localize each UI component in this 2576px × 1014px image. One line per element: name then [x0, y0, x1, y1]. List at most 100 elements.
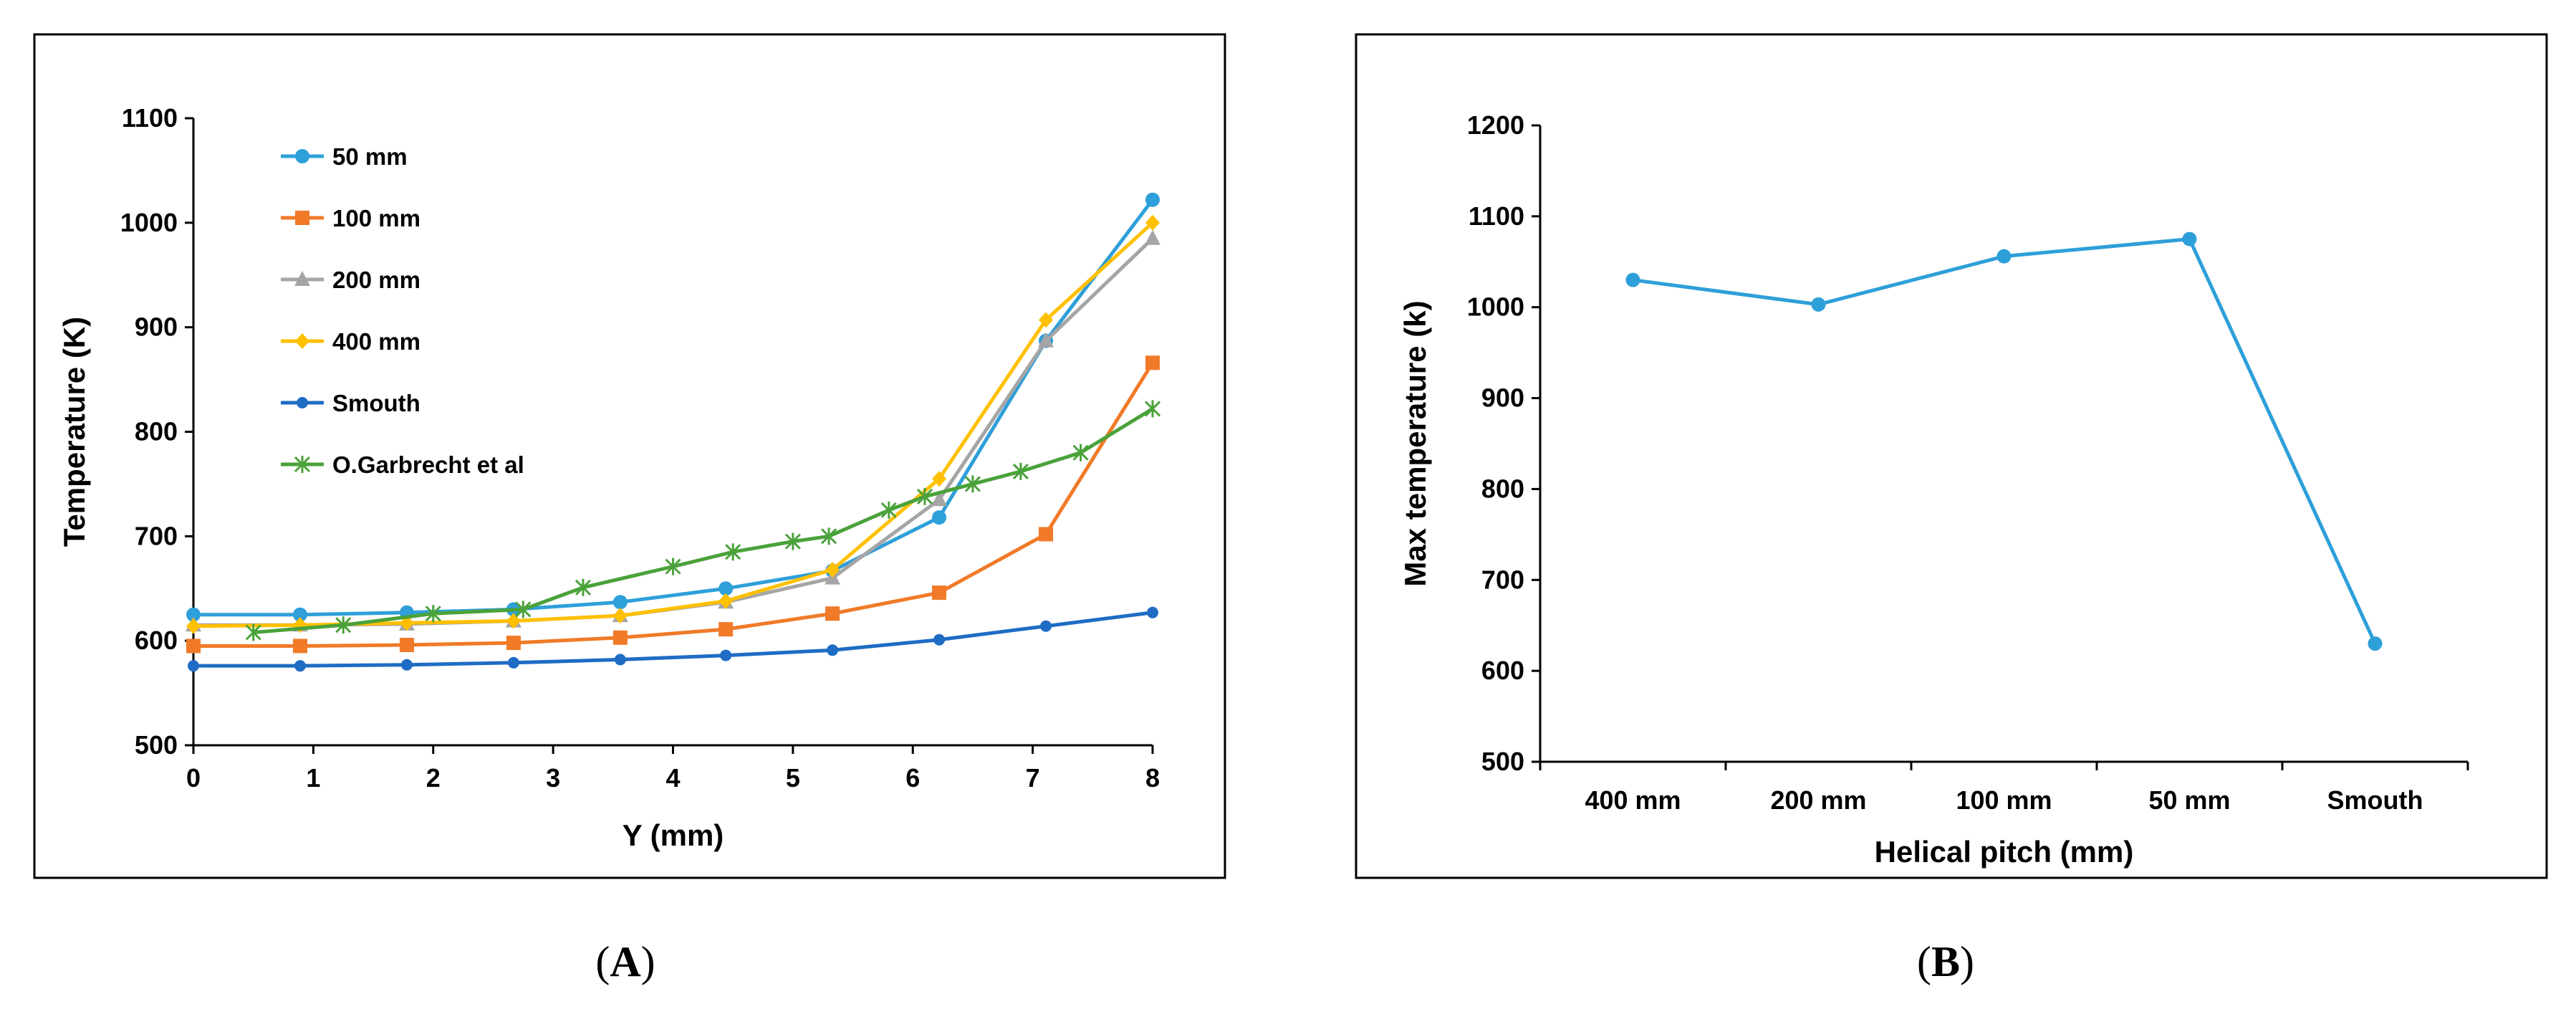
x-tick-label: 400 mm — [1585, 785, 1681, 815]
data-point — [916, 487, 933, 505]
data-point — [1145, 355, 1160, 370]
legend-swatch-marker — [294, 456, 311, 473]
series-line — [193, 611, 1153, 668]
data-point — [1040, 620, 1052, 632]
series-max-temperature — [1625, 231, 2383, 651]
data-point — [1996, 249, 2012, 264]
data-point — [1145, 214, 1160, 231]
y-tick-label: 500 — [135, 730, 178, 760]
x-axis-title: Y (mm) — [623, 818, 724, 852]
x-tick-label: 100 mm — [1956, 785, 2052, 815]
data-point — [188, 660, 199, 672]
y-tick-label: 1100 — [122, 103, 178, 133]
y-axis-title: Max temperature (k) — [1398, 300, 1432, 586]
y-tick-label: 800 — [1481, 474, 1524, 503]
y-tick-label: 900 — [135, 312, 178, 342]
data-point — [294, 660, 306, 672]
legend-label: 400 mm — [332, 328, 420, 355]
x-tick-label: 200 mm — [1770, 785, 1866, 815]
data-point — [821, 527, 837, 545]
data-point — [665, 558, 681, 575]
legend-item-o-garbrecht-et-al: O.Garbrecht et al — [281, 451, 524, 478]
data-point — [335, 616, 352, 634]
caption-a: (A) — [595, 938, 655, 985]
series-line — [193, 199, 1154, 617]
data-point — [1811, 297, 1826, 312]
legend-item-400-mm: 400 mm — [281, 328, 420, 355]
chart-b: 500 600 700 800 900 1000 1100 1200 400 mm 200 mm 1… — [1398, 110, 2469, 869]
data-point — [1039, 527, 1054, 542]
legend-swatch-marker — [295, 149, 309, 163]
y-axis-title: Temperature (K) — [57, 317, 91, 547]
legend-item-100-mm: 100 mm — [281, 205, 420, 231]
legend-swatch-marker — [295, 211, 309, 225]
x-tick-label: 8 — [1145, 763, 1160, 793]
data-point — [2368, 636, 2383, 651]
data-point — [933, 633, 946, 646]
x-tick-label: 0 — [186, 763, 201, 793]
data-point — [1012, 462, 1029, 480]
data-point — [1145, 229, 1160, 245]
legend: 50 mm 100 mm 200 mm 400 mm Smouth O.Garbrecht… — [281, 143, 524, 478]
panel-b-frame — [1355, 33, 2548, 879]
series-smouth — [188, 606, 1158, 672]
legend-item-200-mm: 200 mm — [281, 267, 420, 293]
data-point — [931, 491, 948, 507]
series-o-garbrecht-et-al — [245, 400, 1161, 641]
x-tick-label: 7 — [1026, 763, 1040, 793]
data-point — [399, 638, 414, 652]
legend-swatch-marker — [294, 271, 310, 286]
data-point — [400, 659, 413, 671]
x-tick-label: 4 — [665, 763, 680, 793]
data-point — [425, 605, 441, 623]
series-100-mm — [186, 355, 1160, 654]
legend-label: 200 mm — [332, 267, 420, 293]
data-point — [612, 595, 628, 610]
data-point — [507, 656, 519, 669]
y-tick-label: 700 — [135, 521, 178, 550]
data-point — [825, 562, 840, 578]
y-tick-label: 1100 — [1469, 201, 1524, 231]
data-point — [575, 578, 592, 596]
data-point — [719, 581, 734, 596]
series-line — [193, 361, 1155, 648]
data-point — [932, 510, 947, 525]
panel-a-frame — [33, 33, 1226, 879]
data-point — [2182, 231, 2197, 247]
y-tick-label: 600 — [1481, 656, 1524, 685]
data-point — [292, 638, 307, 654]
caption-b: (B) — [1917, 938, 1974, 985]
y-tick-label: 800 — [135, 417, 178, 446]
legend-label: O.Garbrecht et al — [332, 451, 524, 478]
legend-item-smouth: Smouth — [281, 390, 420, 416]
data-point — [612, 608, 628, 624]
x-tick-label: 6 — [905, 763, 920, 793]
data-point — [1147, 606, 1158, 618]
x-tick-label: 1 — [306, 763, 320, 793]
data-point — [186, 607, 201, 622]
data-point — [719, 593, 734, 609]
x-tick-label: 50 mm — [2148, 785, 2230, 815]
data-point — [186, 638, 201, 654]
data-point — [186, 618, 201, 634]
data-point — [725, 543, 741, 561]
data-point — [245, 623, 261, 641]
data-point — [1145, 192, 1160, 207]
data-point — [1144, 400, 1161, 418]
legend-label: 100 mm — [332, 205, 420, 231]
legend-item-50-mm: 50 mm — [281, 143, 408, 170]
data-point — [932, 471, 947, 487]
legend-label: 50 mm — [332, 143, 408, 170]
y-tick-label: 600 — [135, 626, 178, 655]
data-point — [1039, 312, 1054, 328]
data-point — [720, 649, 732, 661]
data-point — [825, 606, 840, 621]
data-point — [932, 585, 947, 601]
x-tick-label: 2 — [426, 763, 441, 793]
data-point — [292, 607, 307, 622]
data-point — [614, 654, 626, 666]
data-point — [1072, 444, 1089, 461]
y-tick-label: 1200 — [1467, 110, 1524, 140]
data-point — [506, 613, 521, 629]
